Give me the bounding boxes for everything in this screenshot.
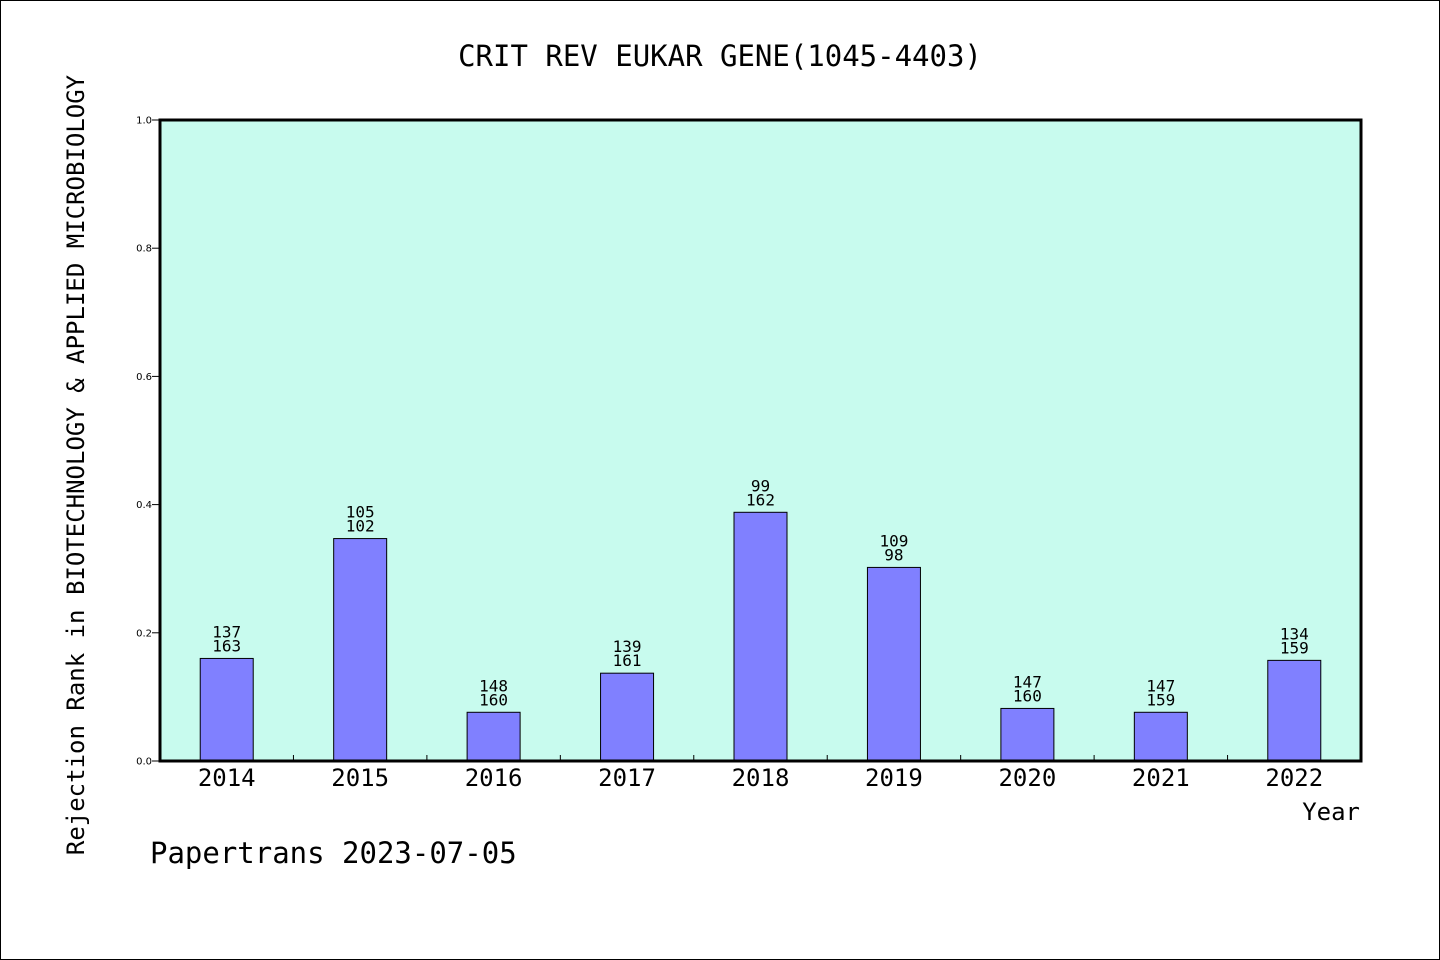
bar-2021 bbox=[1133, 711, 1188, 762]
y-tick-label: 0.4 bbox=[136, 500, 152, 511]
data-labels: 1371631051021481601391619916210998147160… bbox=[212, 476, 1308, 709]
data-label-top: 139 bbox=[613, 637, 642, 656]
data-label-bottom: 159 bbox=[1146, 690, 1175, 709]
data-label-top: 147 bbox=[1146, 676, 1175, 695]
chart-title: CRIT REV EUKAR GENE(1045-4403) bbox=[458, 39, 982, 73]
y-axis-label: Rejection Rank in BIOTECHNOLOGY & APPLIE… bbox=[62, 74, 90, 855]
x-tick-label: 2014 bbox=[198, 764, 256, 792]
x-tick-label: 2020 bbox=[998, 764, 1056, 792]
data-label-bottom: 163 bbox=[212, 636, 241, 655]
y-tick-label: 0.0 bbox=[136, 757, 152, 768]
data-label-top: 105 bbox=[346, 503, 375, 522]
x-tick-label: 2018 bbox=[732, 764, 790, 792]
y-tick-label: 0.8 bbox=[136, 244, 152, 255]
x-axis-ticks: 2014 2015 2016 2017 2018 2019 2020 2021 2022 bbox=[198, 755, 1323, 792]
data-label-bottom: 160 bbox=[1013, 686, 1042, 705]
footer-credit: Papertrans 2023-07-05 bbox=[150, 836, 517, 870]
x-tick-label: 2022 bbox=[1265, 764, 1323, 792]
data-label-bottom: 98 bbox=[884, 545, 903, 564]
bar-2022 bbox=[1267, 659, 1322, 762]
x-axis-label: Year bbox=[1302, 798, 1360, 826]
y-tick-label: 1.0 bbox=[136, 116, 152, 127]
data-label-top: 148 bbox=[479, 676, 508, 695]
data-label-top: 109 bbox=[879, 531, 908, 550]
x-tick-label: 2021 bbox=[1132, 764, 1190, 792]
x-tick-label: 2015 bbox=[331, 764, 389, 792]
data-label-bottom: 161 bbox=[613, 651, 642, 670]
x-tick-label: 2016 bbox=[465, 764, 523, 792]
bar-2014 bbox=[199, 657, 254, 762]
x-tick-label: 2017 bbox=[598, 764, 656, 792]
data-label-top: 99 bbox=[751, 476, 770, 495]
data-label-bottom: 162 bbox=[746, 490, 775, 509]
y-axis-ticks: 0.0 0.2 0.4 0.6 0.8 1.0 bbox=[136, 116, 160, 768]
bar-2018 bbox=[733, 511, 788, 762]
data-label-bottom: 102 bbox=[346, 517, 375, 536]
y-tick-label: 0.2 bbox=[136, 628, 152, 639]
bar-2017 bbox=[600, 672, 655, 762]
data-label-top: 137 bbox=[212, 622, 241, 641]
x-tick-label: 2019 bbox=[865, 764, 923, 792]
bar-series bbox=[199, 511, 1322, 762]
plot-border bbox=[158, 118, 1363, 763]
y-tick-label: 0.6 bbox=[136, 372, 152, 383]
data-label-top: 147 bbox=[1013, 672, 1042, 691]
data-label-bottom: 160 bbox=[479, 690, 508, 709]
bar-2020 bbox=[1000, 707, 1055, 762]
bar-2015 bbox=[333, 538, 388, 762]
bar-2019 bbox=[866, 566, 921, 762]
data-label-bottom: 159 bbox=[1280, 638, 1309, 657]
bar-2016 bbox=[466, 711, 521, 762]
data-label-top: 134 bbox=[1280, 624, 1309, 643]
